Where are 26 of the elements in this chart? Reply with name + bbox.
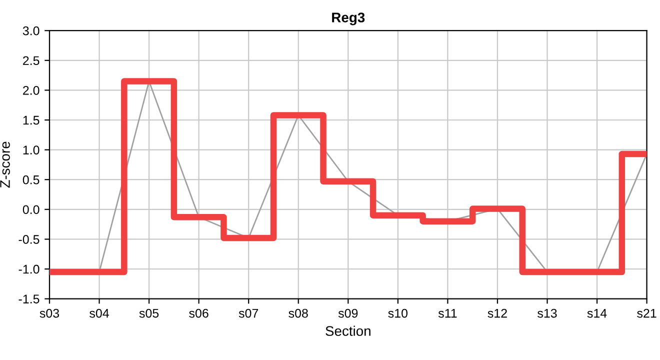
x-tick-label: s03 <box>40 308 60 318</box>
x-tick-label: s10 <box>388 308 408 318</box>
y-axis-title: Z-score <box>0 142 10 188</box>
chart-title: Reg3 <box>332 12 365 26</box>
y-tick-label: -0.5 <box>18 235 40 244</box>
x-tick-label: s08 <box>288 308 308 318</box>
y-tick-label: 3.0 <box>22 26 40 36</box>
x-tick-label: s14 <box>587 308 607 318</box>
y-tick-label: 0.5 <box>22 175 40 184</box>
y-tick-label: 2.5 <box>23 56 40 66</box>
y-tick-label: 2.0 <box>23 86 40 95</box>
x-tick-label: s13 <box>538 308 557 318</box>
y-tick-label: -1.5 <box>18 294 40 304</box>
y-tick-label: 0.0 <box>22 205 40 214</box>
x-tick-label: s11 <box>438 308 457 318</box>
x-tick-label: s04 <box>90 308 109 318</box>
x-tick-label: s12 <box>488 308 507 318</box>
x-tick-label: s21 <box>637 308 656 318</box>
y-tick-label: 1.5 <box>23 116 40 125</box>
x-tick-label: s09 <box>338 308 358 318</box>
x-tick-label: s07 <box>238 308 258 318</box>
y-tick-label: 1.0 <box>23 146 40 154</box>
y-tick-label: -1.0 <box>18 264 40 274</box>
x-tick-label: s06 <box>189 308 208 318</box>
x-tick-label: s05 <box>139 308 159 318</box>
x-axis-title: Section <box>326 326 370 336</box>
